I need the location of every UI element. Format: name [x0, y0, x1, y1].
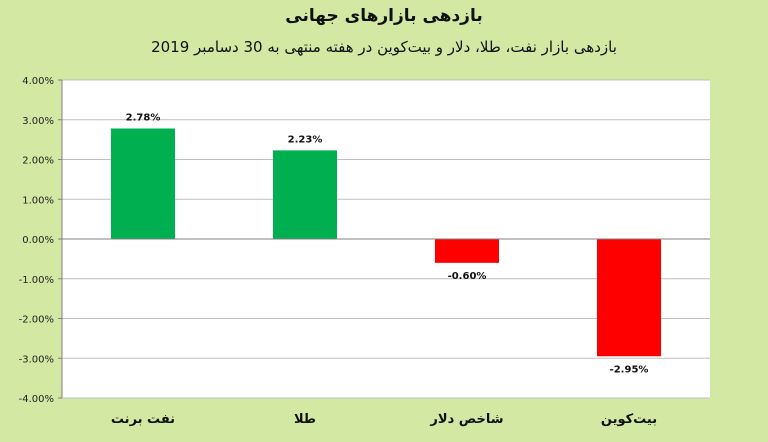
y-tick-label: -1.00%: [19, 275, 54, 286]
y-tick-label: -3.00%: [19, 354, 54, 365]
data-label: 2.23%: [288, 134, 323, 145]
data-label: -2.95%: [610, 364, 649, 375]
x-category-label: شاخص دلار: [429, 412, 503, 427]
x-category-label: بیت‌کوین: [601, 412, 657, 427]
y-tick-label: 2.00%: [22, 156, 54, 167]
y-tick-label: 3.00%: [22, 116, 54, 127]
y-tick-label: 1.00%: [22, 195, 54, 206]
chart-subtitle: بازدهی بازار نفت، طلا، دلار و بیت‌کوین د…: [151, 38, 617, 56]
y-tick-label: 4.00%: [22, 76, 54, 87]
x-category-label: طلا: [294, 412, 316, 427]
y-tick-label: -4.00%: [19, 394, 54, 405]
chart-title: بازدهی بازارهای جهانی: [285, 6, 483, 26]
bar: [273, 150, 337, 239]
bar: [435, 239, 499, 263]
data-label: 2.78%: [126, 112, 161, 123]
y-tick-label: -2.00%: [19, 315, 54, 326]
bar: [597, 239, 661, 357]
x-category-label: نفت برنت: [111, 412, 175, 427]
bar: [111, 128, 175, 239]
y-tick-label: 0.00%: [22, 235, 54, 246]
data-label: -0.60%: [448, 271, 487, 282]
